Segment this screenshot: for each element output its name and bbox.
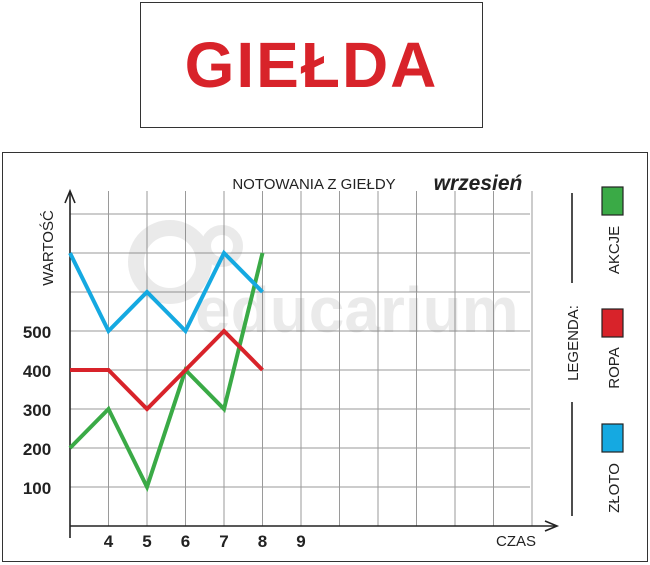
series-line-akcje	[68, 252, 265, 493]
y-tick-label: 100	[23, 479, 51, 498]
legend-label-akcje: AKCJE	[606, 226, 623, 274]
x-tick-label: 5	[142, 532, 151, 551]
chart-title: NOTOWANIA Z GIEŁDY	[232, 176, 395, 193]
x-axis-arrow	[544, 520, 560, 532]
series-line-złoto	[68, 249, 264, 335]
x-tick-label: 8	[258, 532, 267, 551]
legend-swatch-ropa	[601, 308, 624, 338]
axis-labels: 100 200 300 400 500 4 5 6 7 8 9	[23, 323, 306, 551]
y-tick-label: 300	[23, 401, 51, 420]
y-axis-arrow	[64, 188, 76, 204]
y-tick-label: 400	[23, 362, 51, 381]
y-tick-label: 500	[23, 323, 51, 342]
series-line-ropa	[70, 328, 264, 412]
axes	[64, 188, 560, 538]
y-tick-label: 200	[23, 440, 51, 459]
x-tick-label: 4	[104, 532, 114, 551]
legend-swatch-złoto	[601, 423, 624, 453]
page-title: GIEŁDA	[184, 29, 439, 101]
legend-swatch-akcje	[601, 186, 624, 216]
legend: LEGENDA: AKCJE ROPA ZŁOTO	[565, 186, 624, 516]
watermark-logo: educarium	[128, 220, 519, 346]
legend-label-ropa: ROPA	[606, 347, 623, 388]
chart-frame	[2, 152, 648, 562]
legend-label-złoto: ZŁOTO	[606, 463, 623, 513]
x-tick-label: 6	[181, 532, 190, 551]
x-axis-label: CZAS	[496, 533, 536, 550]
x-tick-label: 9	[296, 532, 305, 551]
chart-subtitle: wrzesień	[434, 172, 523, 195]
series-lines	[68, 249, 265, 493]
legend-title: LEGENDA:	[565, 305, 582, 381]
title-box: GIEŁDA	[140, 2, 483, 128]
x-tick-label: 7	[219, 532, 228, 551]
y-axis-label: WARTOŚĆ	[39, 210, 57, 286]
